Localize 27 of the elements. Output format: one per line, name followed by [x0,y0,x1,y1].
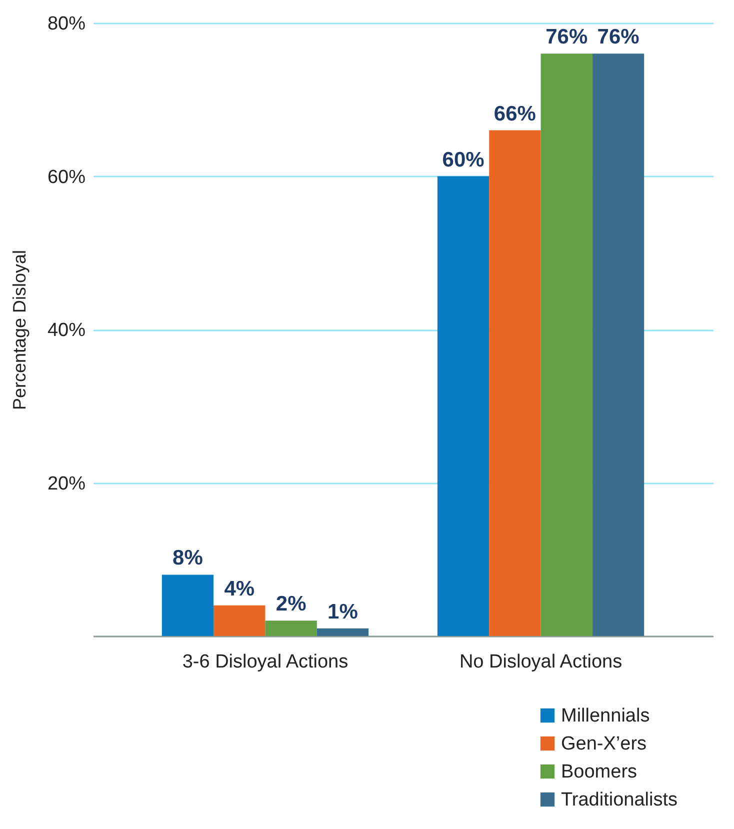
bar [162,574,214,636]
legend-label: Boomers [561,762,638,782]
data-label: 4% [224,577,255,600]
bar [489,130,541,636]
data-label: 1% [328,600,358,624]
data-label: 76% [597,26,640,49]
bar [316,628,369,636]
data-label: 60% [442,148,485,172]
x-tick-label: 3-6 Disloyal Actions [182,652,348,672]
data-label: 8% [172,546,204,570]
data-label: 66% [494,102,536,126]
legend-label: Gen-X’ers [561,734,647,754]
bar [265,620,317,636]
y-axis-title: Percentage Disloyal [9,250,30,410]
bar [592,54,644,636]
bar [437,176,490,636]
y-tick-label: 40% [47,320,86,341]
x-tick-label: No Disloyal Actions [459,652,622,672]
y-tick-label: 80% [47,14,86,34]
data-label: 76% [546,26,588,49]
y-tick-label: 60% [47,166,86,188]
y-tick-label: 20% [47,473,86,494]
legend-label: Traditionalists [561,790,678,810]
bar [540,54,592,636]
legend-label: Millennials [561,706,650,726]
bar [214,605,266,636]
data-label: 2% [276,592,307,616]
